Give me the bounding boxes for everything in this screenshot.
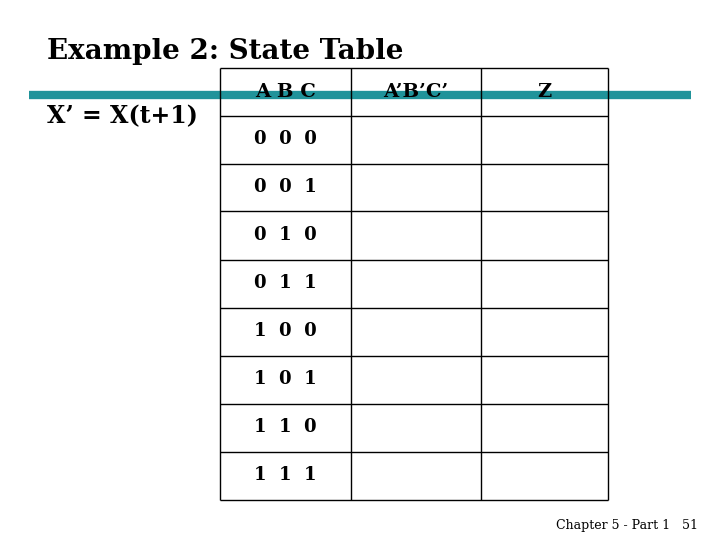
Text: Chapter 5 - Part 1   51: Chapter 5 - Part 1 51 xyxy=(557,519,698,532)
Text: A’B’C’: A’B’C’ xyxy=(384,83,449,100)
Text: A B C: A B C xyxy=(255,83,316,100)
Text: 0  1  0: 0 1 0 xyxy=(254,226,317,245)
Text: Example 2: State Table: Example 2: State Table xyxy=(47,38,403,65)
Text: 0  1  1: 0 1 1 xyxy=(254,274,317,293)
Text: 1  0  1: 1 0 1 xyxy=(254,370,317,388)
Text: 0  0  1: 0 0 1 xyxy=(254,179,317,197)
Text: 1  1  0: 1 1 0 xyxy=(254,418,317,436)
Text: X’ = X(t+1): X’ = X(t+1) xyxy=(47,104,198,128)
Text: Z: Z xyxy=(538,83,552,100)
Text: 0  0  0: 0 0 0 xyxy=(254,131,317,149)
Text: 1  0  0: 1 0 0 xyxy=(254,322,317,341)
Text: 1  1  1: 1 1 1 xyxy=(254,467,317,484)
